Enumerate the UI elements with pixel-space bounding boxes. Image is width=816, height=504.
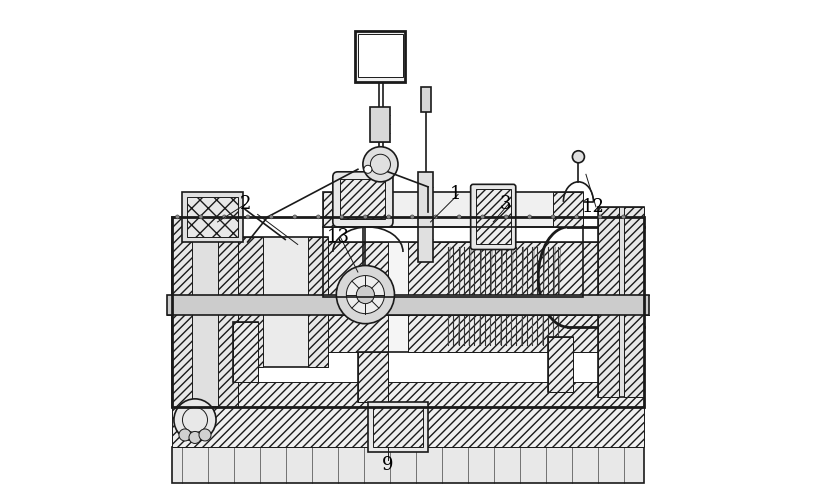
Circle shape xyxy=(246,215,250,219)
FancyBboxPatch shape xyxy=(333,172,393,227)
Circle shape xyxy=(433,215,437,219)
Circle shape xyxy=(199,215,203,219)
Circle shape xyxy=(199,429,211,441)
Circle shape xyxy=(346,276,384,313)
Bar xyxy=(172,383,644,448)
Circle shape xyxy=(528,215,531,219)
Bar xyxy=(598,207,644,397)
Bar xyxy=(172,217,237,407)
Bar xyxy=(308,237,328,367)
Circle shape xyxy=(574,215,579,219)
Circle shape xyxy=(410,215,415,219)
Bar xyxy=(358,34,403,77)
Text: 2: 2 xyxy=(239,196,251,213)
Circle shape xyxy=(339,215,344,219)
Circle shape xyxy=(598,215,602,219)
Bar xyxy=(370,107,391,142)
Bar xyxy=(553,192,583,227)
Circle shape xyxy=(572,151,584,163)
Circle shape xyxy=(457,215,461,219)
Circle shape xyxy=(223,215,226,219)
Bar xyxy=(183,192,242,242)
Bar xyxy=(340,179,385,219)
Bar xyxy=(476,190,511,244)
Bar xyxy=(237,237,263,367)
Circle shape xyxy=(357,286,375,303)
Bar xyxy=(420,87,431,112)
Bar xyxy=(172,242,388,352)
Circle shape xyxy=(174,399,216,441)
Text: 13: 13 xyxy=(326,228,349,246)
Circle shape xyxy=(293,215,297,219)
Bar xyxy=(623,207,644,397)
Bar xyxy=(323,227,583,297)
Bar xyxy=(172,217,644,407)
Circle shape xyxy=(504,215,508,219)
Bar xyxy=(237,237,328,367)
Bar xyxy=(233,322,258,383)
Text: 3: 3 xyxy=(500,196,512,213)
Text: 12: 12 xyxy=(582,198,605,216)
Polygon shape xyxy=(323,192,583,227)
Bar xyxy=(373,407,423,448)
Bar xyxy=(418,172,433,262)
Circle shape xyxy=(481,215,485,219)
Bar xyxy=(233,322,258,383)
Bar xyxy=(218,217,237,407)
Circle shape xyxy=(363,147,398,182)
Bar xyxy=(598,207,619,397)
FancyBboxPatch shape xyxy=(471,184,516,249)
Bar xyxy=(356,31,406,82)
Circle shape xyxy=(317,215,321,219)
Text: 9: 9 xyxy=(382,456,393,474)
Bar xyxy=(188,197,237,237)
Circle shape xyxy=(269,215,273,219)
Bar xyxy=(172,217,193,407)
Bar xyxy=(408,242,644,352)
Circle shape xyxy=(387,215,391,219)
Bar xyxy=(167,295,649,314)
Bar xyxy=(548,337,574,392)
Circle shape xyxy=(622,215,626,219)
Circle shape xyxy=(175,215,180,219)
Circle shape xyxy=(179,429,191,441)
Circle shape xyxy=(363,215,367,219)
Bar xyxy=(323,192,353,227)
Bar xyxy=(358,352,388,402)
Bar xyxy=(548,337,574,392)
Bar xyxy=(368,402,428,453)
Circle shape xyxy=(189,431,201,444)
Bar xyxy=(172,242,644,352)
Circle shape xyxy=(336,266,394,324)
Circle shape xyxy=(551,215,555,219)
Circle shape xyxy=(364,165,372,173)
Bar xyxy=(358,352,388,402)
Text: 1: 1 xyxy=(450,185,461,203)
Bar xyxy=(172,448,644,482)
